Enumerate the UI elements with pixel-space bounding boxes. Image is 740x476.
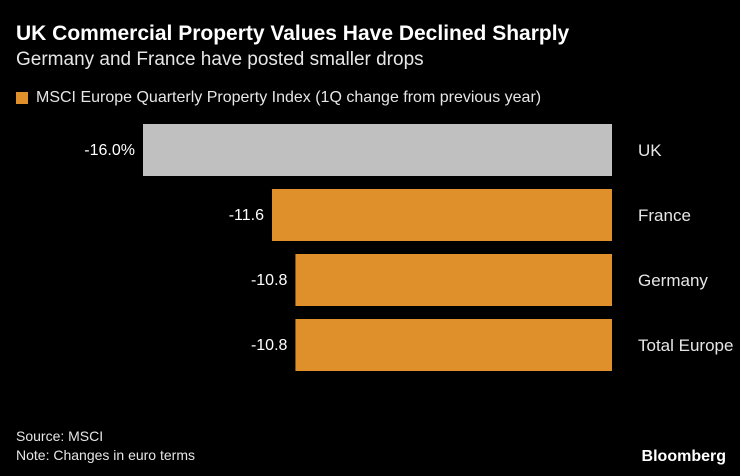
data-label: -11.6 <box>229 207 264 224</box>
category-label: Total Europe <box>638 336 733 355</box>
bar-germany <box>295 254 612 306</box>
legend-swatch <box>16 92 28 104</box>
legend-label: MSCI Europe Quarterly Property Index (1Q… <box>36 89 542 106</box>
category-label: UK <box>638 141 662 160</box>
data-label: -16.0% <box>84 142 135 159</box>
bloomberg-logo: Bloomberg <box>641 448 726 465</box>
bar-uk <box>143 124 612 176</box>
legend: MSCI Europe Quarterly Property Index (1Q… <box>16 89 541 107</box>
footnote: Note: Changes in euro terms <box>16 447 195 463</box>
chart-title: UK Commercial Property Values Have Decli… <box>16 22 570 45</box>
data-label: -10.8 <box>251 272 288 289</box>
data-label: -10.8 <box>251 337 288 354</box>
category-label: Germany <box>638 271 708 290</box>
bar-total-europe <box>295 319 612 371</box>
chart-subtitle: Germany and France have posted smaller d… <box>16 49 424 70</box>
source-note: Source: MSCI <box>16 428 104 444</box>
bar-france <box>271 189 612 241</box>
category-label: France <box>638 206 691 225</box>
